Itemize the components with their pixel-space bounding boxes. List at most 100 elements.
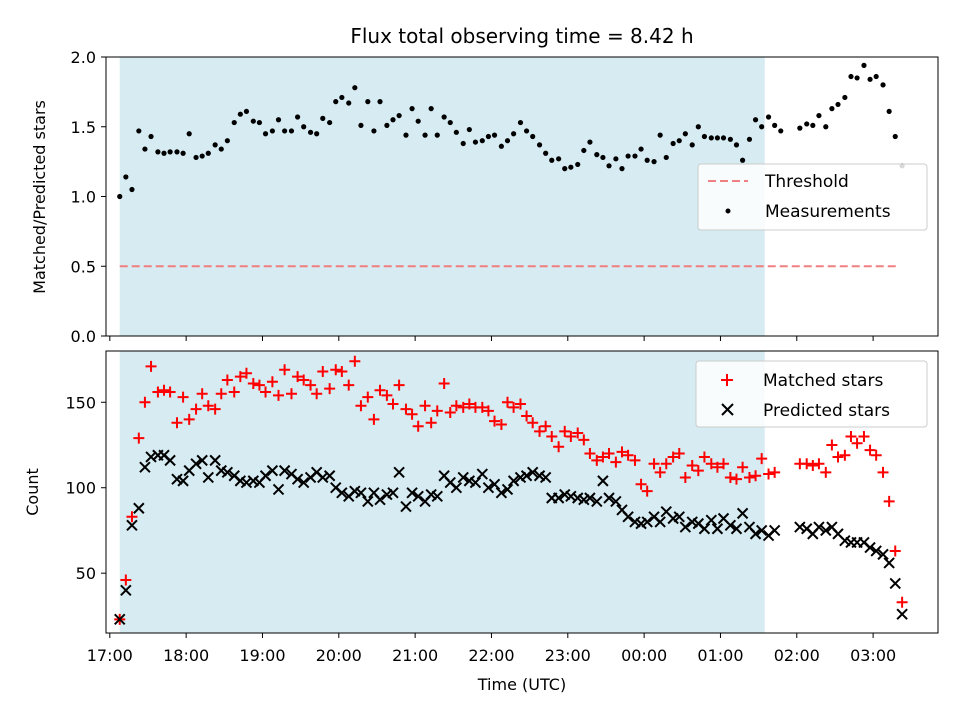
- legend-threshold-label: Threshold: [764, 172, 849, 192]
- measurement-point: [613, 156, 619, 162]
- predicted-star-point: [469, 476, 482, 489]
- measurement-point: [676, 138, 682, 144]
- measurement-point: [854, 75, 860, 81]
- matched-star-point: [546, 430, 558, 442]
- measurement-point: [575, 161, 581, 168]
- measurement-point: [714, 135, 721, 141]
- measurement-point: [307, 129, 314, 135]
- measurement-point: [415, 118, 421, 124]
- matched-star-point: [870, 449, 882, 461]
- matched-star-point: [553, 441, 565, 453]
- matched-star-point: [400, 403, 412, 415]
- measurement-point: [797, 125, 803, 131]
- x-tick-label: 18:00: [163, 646, 209, 665]
- matched-star-point: [298, 374, 310, 386]
- matched-star-point: [495, 418, 507, 430]
- matched-star-point: [240, 367, 252, 379]
- matched-star-point: [311, 388, 323, 400]
- measurement-point: [472, 139, 479, 145]
- matched-star-point: [654, 466, 666, 478]
- measurement-point: [224, 138, 230, 144]
- measurement-point: [231, 119, 237, 126]
- matched-star-point: [489, 415, 501, 427]
- matched-star-point: [381, 389, 393, 401]
- measurement-point: [205, 150, 211, 156]
- measurement-point: [504, 138, 511, 144]
- top-y-tick-label: 0.0: [71, 327, 96, 346]
- measurement-point: [651, 159, 657, 165]
- measurement-point: [701, 133, 708, 140]
- measurement-point: [689, 142, 695, 148]
- predicted-star-point: [133, 502, 145, 514]
- top-panel: 0.00.51.01.52.0 Matched/Predicted stars …: [30, 48, 939, 346]
- matched-star-point: [450, 400, 462, 412]
- measurement-point: [708, 135, 714, 141]
- measurement-point: [772, 122, 778, 128]
- measurement-point: [682, 131, 688, 137]
- predicted-star-point: [877, 548, 889, 561]
- x-tick-label: 17:00: [87, 646, 133, 665]
- predicted-stars-series: [114, 449, 908, 626]
- predicted-star-point: [114, 613, 126, 626]
- matched-star-point: [508, 401, 520, 413]
- matched-star-point: [266, 376, 278, 388]
- predicted-star-point: [526, 466, 539, 479]
- matched-star-point: [698, 451, 710, 463]
- predicted-star-point: [476, 468, 489, 480]
- predicted-star-point: [323, 470, 336, 482]
- measurement-point: [142, 146, 148, 152]
- predicted-star-point: [291, 473, 304, 485]
- matched-star-point: [705, 458, 717, 470]
- matched-star-point: [820, 466, 832, 478]
- measurement-point: [886, 108, 892, 115]
- matched-star-point: [221, 374, 233, 386]
- matched-star-point: [839, 449, 851, 461]
- matched-star-point: [324, 383, 336, 395]
- predicted-star-point: [698, 523, 711, 535]
- x-tick-label: 22:00: [468, 646, 514, 665]
- top-y-tick-label: 1.5: [71, 118, 96, 137]
- predicted-star-point: [272, 483, 285, 496]
- matched-star-point: [737, 461, 749, 473]
- predicted-star-point: [603, 492, 615, 504]
- matched-star-point: [253, 379, 265, 391]
- matched-star-point: [889, 545, 901, 557]
- predicted-star-point: [883, 557, 895, 569]
- matched-star-point: [215, 388, 227, 400]
- predicted-star-point: [145, 451, 157, 463]
- measurement-point: [250, 118, 256, 124]
- legend-predicted-label: Predicted stars: [763, 401, 890, 421]
- matched-star-point: [145, 360, 157, 372]
- matched-star-point: [629, 454, 641, 466]
- measurement-point: [485, 133, 492, 140]
- matched-star-point: [572, 427, 584, 439]
- predicted-star-point: [177, 475, 189, 487]
- predicted-star-point: [749, 528, 762, 540]
- measurement-point: [409, 106, 415, 112]
- measurement-point: [491, 132, 498, 138]
- predicted-star-point: [431, 490, 443, 502]
- predicted-star-point: [126, 519, 138, 532]
- measurement-point: [314, 131, 320, 137]
- matched-star-point: [883, 495, 895, 507]
- measurement-point: [581, 147, 587, 154]
- predicted-star-point: [482, 482, 495, 494]
- measurement-point: [256, 119, 263, 126]
- predicted-star-point: [591, 495, 603, 508]
- matched-star-point: [801, 458, 813, 470]
- measurement-point: [447, 119, 453, 126]
- matched-star-point: [750, 470, 762, 482]
- measurement-point: [453, 129, 459, 135]
- matched-star-point: [667, 451, 679, 463]
- predicted-star-point: [190, 458, 202, 470]
- predicted-star-point: [654, 516, 666, 528]
- predicted-star-point: [552, 492, 565, 504]
- matched-star-point: [540, 420, 552, 432]
- measurement-point: [606, 163, 612, 169]
- predicted-star-point: [406, 487, 418, 499]
- matched-star-point: [730, 473, 742, 485]
- predicted-star-point: [393, 466, 405, 479]
- predicted-star-point: [794, 521, 806, 533]
- predicted-star-point: [240, 476, 253, 489]
- matched-star-point: [743, 471, 755, 483]
